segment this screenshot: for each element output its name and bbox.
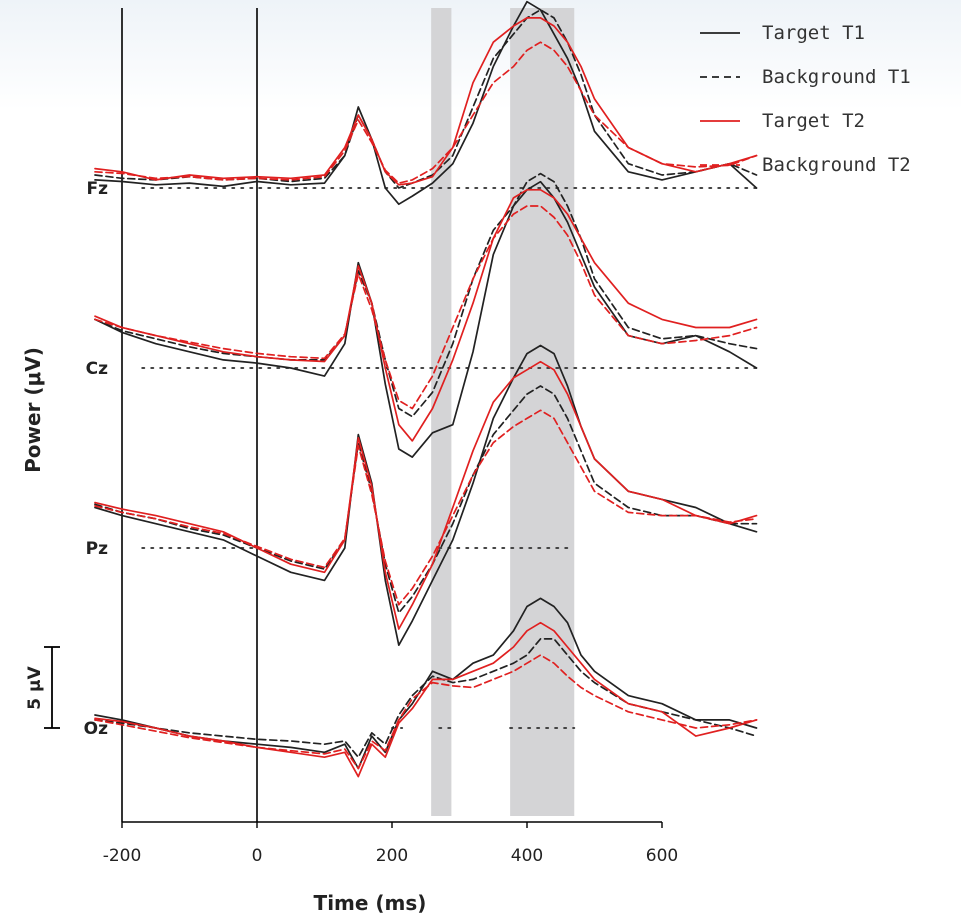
waveforms [94,0,758,778]
wave-fz-background-t2 [94,41,758,184]
wave-pz-background-t1 [94,385,758,614]
channel-label-oz: Oz [84,719,108,739]
wave-pz-target-t2 [94,360,758,630]
wave-cz-background-t1 [94,172,758,418]
x-ticks: -200 0 200 400 600 [103,822,678,866]
shaded-window-2 [510,8,575,816]
channel-pz-waves [94,344,758,647]
wave-fz-target-t2 [94,17,758,186]
channel-label-pz: Pz [86,539,108,559]
shaded-windows [431,8,575,816]
x-tick-label-400: 400 [511,846,543,866]
channel-label-cz: Cz [86,359,108,379]
legend-label-target-t1: Target T1 [762,22,865,44]
shaded-window-1 [431,8,452,816]
wave-oz-background-t1 [94,638,758,759]
channel-cz-waves [94,172,758,458]
wave-oz-background-t2 [94,654,758,770]
wave-cz-target-t2 [94,188,758,442]
channel-labels: Fz Cz Pz Oz [84,179,108,739]
legend: Target T1 Background T1 Target T2 Backgroun… [700,22,911,176]
scale-bar: 5 μV [25,646,60,729]
legend-label-target-t2: Target T2 [762,110,865,132]
x-axis-title: Time (ms) [314,891,427,915]
channel-oz-waves [94,597,758,778]
wave-fz-target-t1 [94,0,758,206]
scale-bar-label: 5 μV [25,665,45,709]
wave-cz-background-t2 [94,205,758,410]
x-tick-label-0: 0 [252,846,263,866]
channel-fz-waves [94,0,758,206]
x-tick-label-200: 200 [376,846,408,866]
x-tick-label--200: -200 [103,846,142,866]
y-axis-title: Power (μV) [21,347,45,473]
x-tick-label-600: 600 [646,846,678,866]
wave-cz-target-t1 [94,180,758,458]
legend-label-background-t2: Background T2 [762,154,911,176]
channel-label-fz: Fz [86,179,108,199]
wave-oz-target-t1 [94,597,758,770]
legend-label-background-t1: Background T1 [762,66,911,88]
wave-pz-target-t1 [94,344,758,647]
wave-pz-background-t2 [94,409,758,606]
wave-oz-target-t2 [94,621,758,778]
